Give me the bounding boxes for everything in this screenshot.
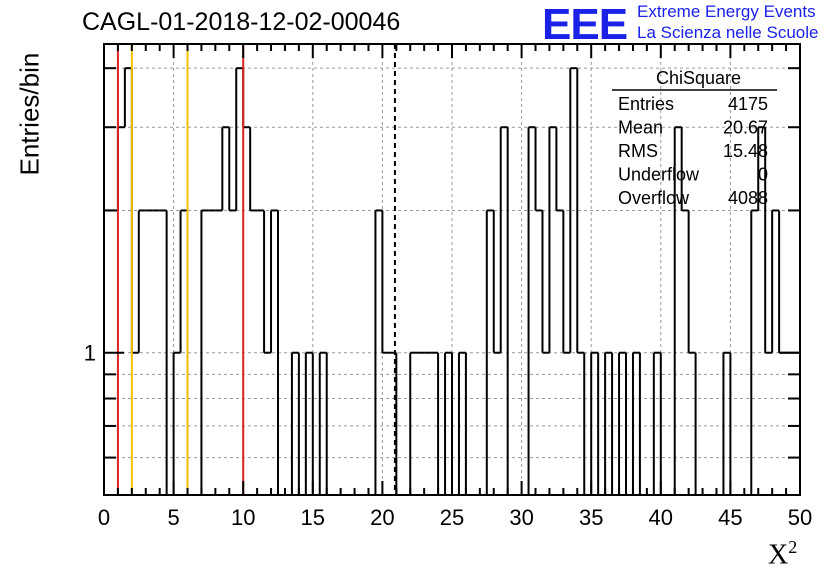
x-tick-label: 50 (788, 505, 812, 530)
x-axis-label-superscript: 2 (788, 537, 798, 557)
x-tick-label: 40 (649, 505, 673, 530)
logo-tagline-2: La Scienza nelle Scuole (637, 23, 819, 42)
x-tick-label: 15 (301, 505, 325, 530)
x-tick-label: 0 (98, 505, 110, 530)
chart-title: CAGL-01-2018-12-02-00046 (82, 8, 401, 36)
x-tick-label: 35 (579, 505, 603, 530)
axes-frame (103, 43, 801, 496)
histogram-bars (103, 67, 801, 495)
stats-value: 15.48 (723, 141, 768, 161)
stats-label: Overflow (618, 188, 690, 208)
marker-lines (116, 44, 396, 495)
x-tick-label: 25 (440, 505, 464, 530)
logo-tagline-1: Extreme Energy Events (637, 2, 816, 21)
stats-value: 4175 (728, 94, 768, 114)
x-tick-label: 45 (718, 505, 742, 530)
x-axis-label: X2 (768, 537, 797, 571)
stats-box: ChiSquare Entries 4175 Mean 20.67 RMS 15.48 Und… (612, 68, 777, 208)
stats-label: Entries (618, 94, 674, 114)
stats-label: Underflow (618, 165, 700, 185)
stats-title: ChiSquare (656, 68, 741, 88)
stats-value: 0 (758, 165, 768, 185)
x-axis-label-base: X (768, 539, 789, 571)
stats-label: Mean (618, 118, 663, 138)
tick-labels: 0 5 10 15 20 25 30 35 40 45 50 1 (84, 341, 812, 530)
x-tick-label: 10 (231, 505, 255, 530)
stats-value: 4088 (728, 188, 768, 208)
y-tick-label: 1 (84, 341, 96, 366)
stats-label: RMS (618, 141, 658, 161)
x-tick-label: 20 (370, 505, 394, 530)
x-tick-label: 5 (167, 505, 179, 530)
eee-logo: EEE (542, 0, 628, 49)
stats-value: 20.67 (723, 118, 768, 138)
x-tick-label: 30 (509, 505, 533, 530)
